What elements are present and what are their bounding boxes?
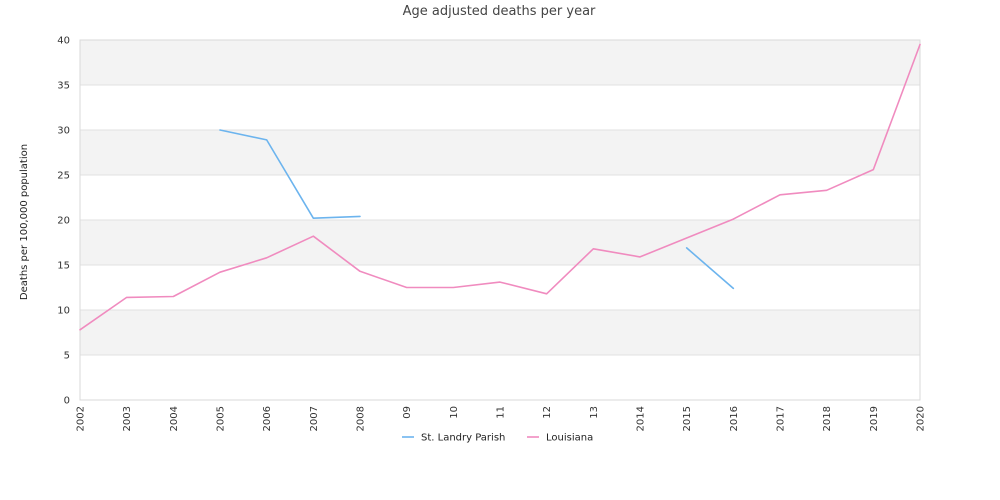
y-tick-label: 0 [64, 396, 70, 407]
x-tick-label: 2006 [262, 406, 273, 431]
legend-label: St. Landry Parish [421, 433, 505, 444]
x-tick-label: 2016 [729, 406, 740, 431]
x-axis-ticks: 2002 2003 2004 2005 2006 2007 2008 09 10 11 12 13 20… [76, 406, 927, 431]
y-tick-label: 10 [57, 306, 70, 317]
x-tick-label: 13 [589, 406, 600, 419]
y-axis-ticks: 0 5 10 15 20 25 30 35 40 [57, 36, 70, 407]
legend-item[interactable]: Louisiana [527, 433, 593, 444]
y-tick-label: 15 [57, 261, 70, 272]
x-tick-label: 11 [496, 406, 507, 419]
x-tick-label: 12 [542, 406, 553, 419]
legend-label: Louisiana [546, 433, 593, 444]
x-tick-label: 2005 [216, 406, 227, 431]
plot-band [80, 85, 920, 130]
series-line-segment [685, 247, 735, 290]
y-tick-label: 25 [57, 171, 70, 182]
plot-band [80, 130, 920, 175]
y-tick-label: 5 [64, 351, 70, 362]
series-louisiana [79, 43, 921, 331]
x-tick-label: 10 [449, 406, 460, 419]
series-st-landry-parish [219, 129, 735, 290]
x-tick-label: 2004 [169, 406, 180, 431]
x-tick-label: 2014 [636, 406, 647, 431]
y-tick-label: 30 [57, 126, 70, 137]
x-tick-label: 2020 [916, 406, 927, 431]
plot-area-border [79, 39, 921, 401]
plot-band [80, 310, 920, 355]
x-tick-label: 2002 [76, 406, 87, 431]
plot-band [80, 220, 920, 265]
plot-band [80, 175, 920, 220]
y-tick-label: 20 [57, 216, 70, 227]
chart-title: Age adjusted deaths per year [403, 4, 596, 19]
plot-band [80, 40, 920, 85]
x-tick-label: 2019 [869, 406, 880, 431]
x-tick-label: 2007 [309, 406, 320, 431]
x-tick-label: 2015 [682, 406, 693, 431]
series-line-segment [79, 43, 921, 331]
series-layer [79, 43, 921, 331]
plot-background [80, 40, 920, 400]
legend-item[interactable]: St. Landry Parish [402, 433, 505, 444]
y-tick-label: 40 [57, 36, 70, 47]
plot-band [80, 355, 920, 400]
x-tick-label: 2017 [776, 406, 787, 431]
x-tick-label: 09 [402, 406, 413, 419]
series-line-segment [219, 129, 361, 219]
x-tick-label: 2003 [122, 406, 133, 431]
legend: St. Landry Parish Louisiana [402, 433, 593, 444]
x-tick-label: 2008 [356, 406, 367, 431]
plot-band [80, 265, 920, 310]
x-tick-label: 2018 [822, 406, 833, 431]
y-tick-label: 35 [57, 81, 70, 92]
y-axis-label: Deaths per 100,000 population [19, 144, 30, 300]
